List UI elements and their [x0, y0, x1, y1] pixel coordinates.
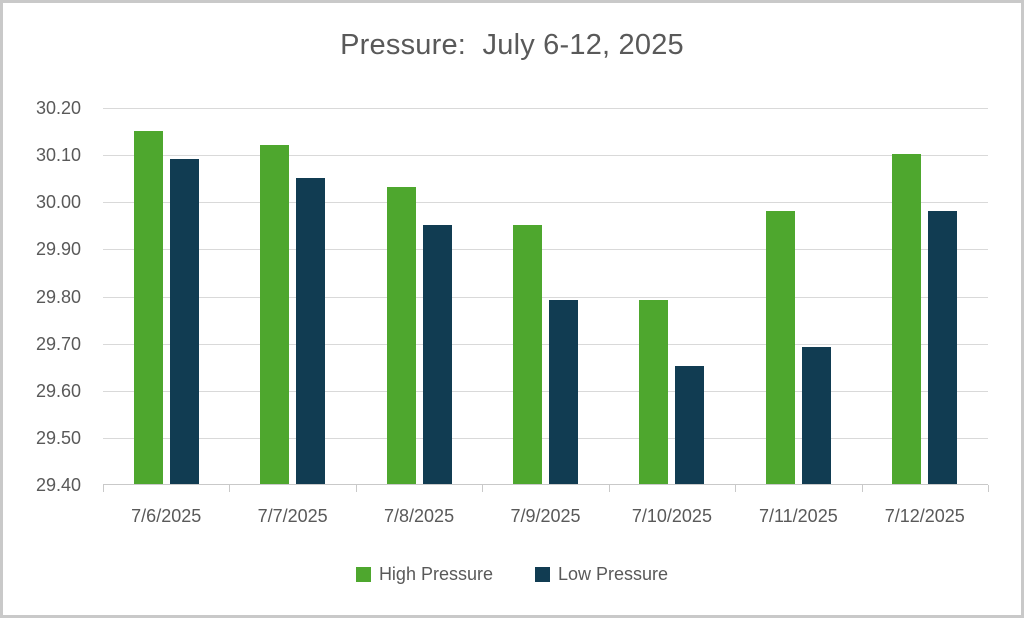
legend-item: High Pressure — [355, 563, 493, 585]
gridline — [103, 202, 988, 204]
bar-high-pressure — [639, 300, 669, 484]
y-axis-tick-label: 30.20 — [35, 98, 81, 118]
bar-high-pressure — [260, 144, 290, 484]
x-axis-tick-label: 7/10/2025 — [631, 506, 712, 526]
y-axis-tick-label: 29.60 — [35, 380, 81, 401]
gridline — [103, 437, 988, 439]
bar-high-pressure — [513, 224, 542, 484]
y-axis-tick-label: 30.00 — [35, 192, 81, 213]
chart-legend: High Pressure Low Pressure — [3, 558, 1021, 590]
y-axis-tick-label: 29.90 — [35, 239, 81, 260]
y-axis-tick-label: 30.10 — [35, 145, 81, 166]
bar-high-pressure — [386, 187, 416, 484]
legend-swatch-icon — [534, 566, 550, 582]
bar-low-pressure — [422, 224, 452, 484]
bar-low-pressure — [169, 158, 199, 484]
x-axis-tick — [988, 485, 989, 492]
gridline — [103, 296, 988, 298]
bar-low-pressure — [296, 177, 326, 484]
gridline — [103, 343, 988, 345]
bar-high-pressure — [133, 130, 163, 484]
bar-high-pressure — [765, 210, 795, 484]
x-axis-tick — [861, 485, 863, 492]
y-axis-tick-label: 29.50 — [35, 427, 81, 448]
x-axis-tick — [229, 485, 231, 492]
x-axis-tick — [355, 485, 357, 492]
x-axis-tick-label: 7/12/2025 — [884, 506, 965, 526]
y-axis-tick-label: 29.80 — [35, 286, 81, 307]
gridline — [103, 390, 988, 392]
y-axis-tick-label: 29.40 — [35, 475, 81, 495]
legend-item: Low Pressure — [534, 563, 669, 585]
legend-label: High Pressure — [378, 563, 493, 584]
x-axis-tick — [735, 485, 737, 492]
x-axis-tick-label: 7/7/2025 — [257, 506, 328, 526]
bar-high-pressure — [892, 154, 922, 484]
gridline — [103, 249, 988, 251]
bar-low-pressure — [549, 300, 578, 484]
x-axis-tick — [482, 485, 484, 492]
x-axis-tick-label: 7/11/2025 — [758, 506, 838, 526]
legend-swatch-icon — [355, 566, 371, 582]
bar-low-pressure — [675, 366, 705, 484]
legend-label: Low Pressure — [557, 563, 669, 584]
x-axis-tick — [608, 485, 610, 492]
chart-title: Pressure: July 6-12, 2025 — [340, 29, 684, 61]
plot-area — [103, 108, 989, 492]
bar-low-pressure — [928, 210, 958, 484]
x-axis-tick-label: 7/8/2025 — [384, 506, 455, 526]
gridline — [103, 155, 988, 157]
x-axis-tick-label: 7/6/2025 — [131, 506, 202, 526]
y-axis-tick-label: 29.70 — [35, 333, 81, 354]
gridline — [103, 108, 988, 109]
x-axis-tick-label: 7/9/2025 — [510, 506, 581, 526]
bar-low-pressure — [801, 347, 831, 484]
x-axis-line — [103, 484, 988, 485]
x-axis-tick — [103, 485, 104, 492]
